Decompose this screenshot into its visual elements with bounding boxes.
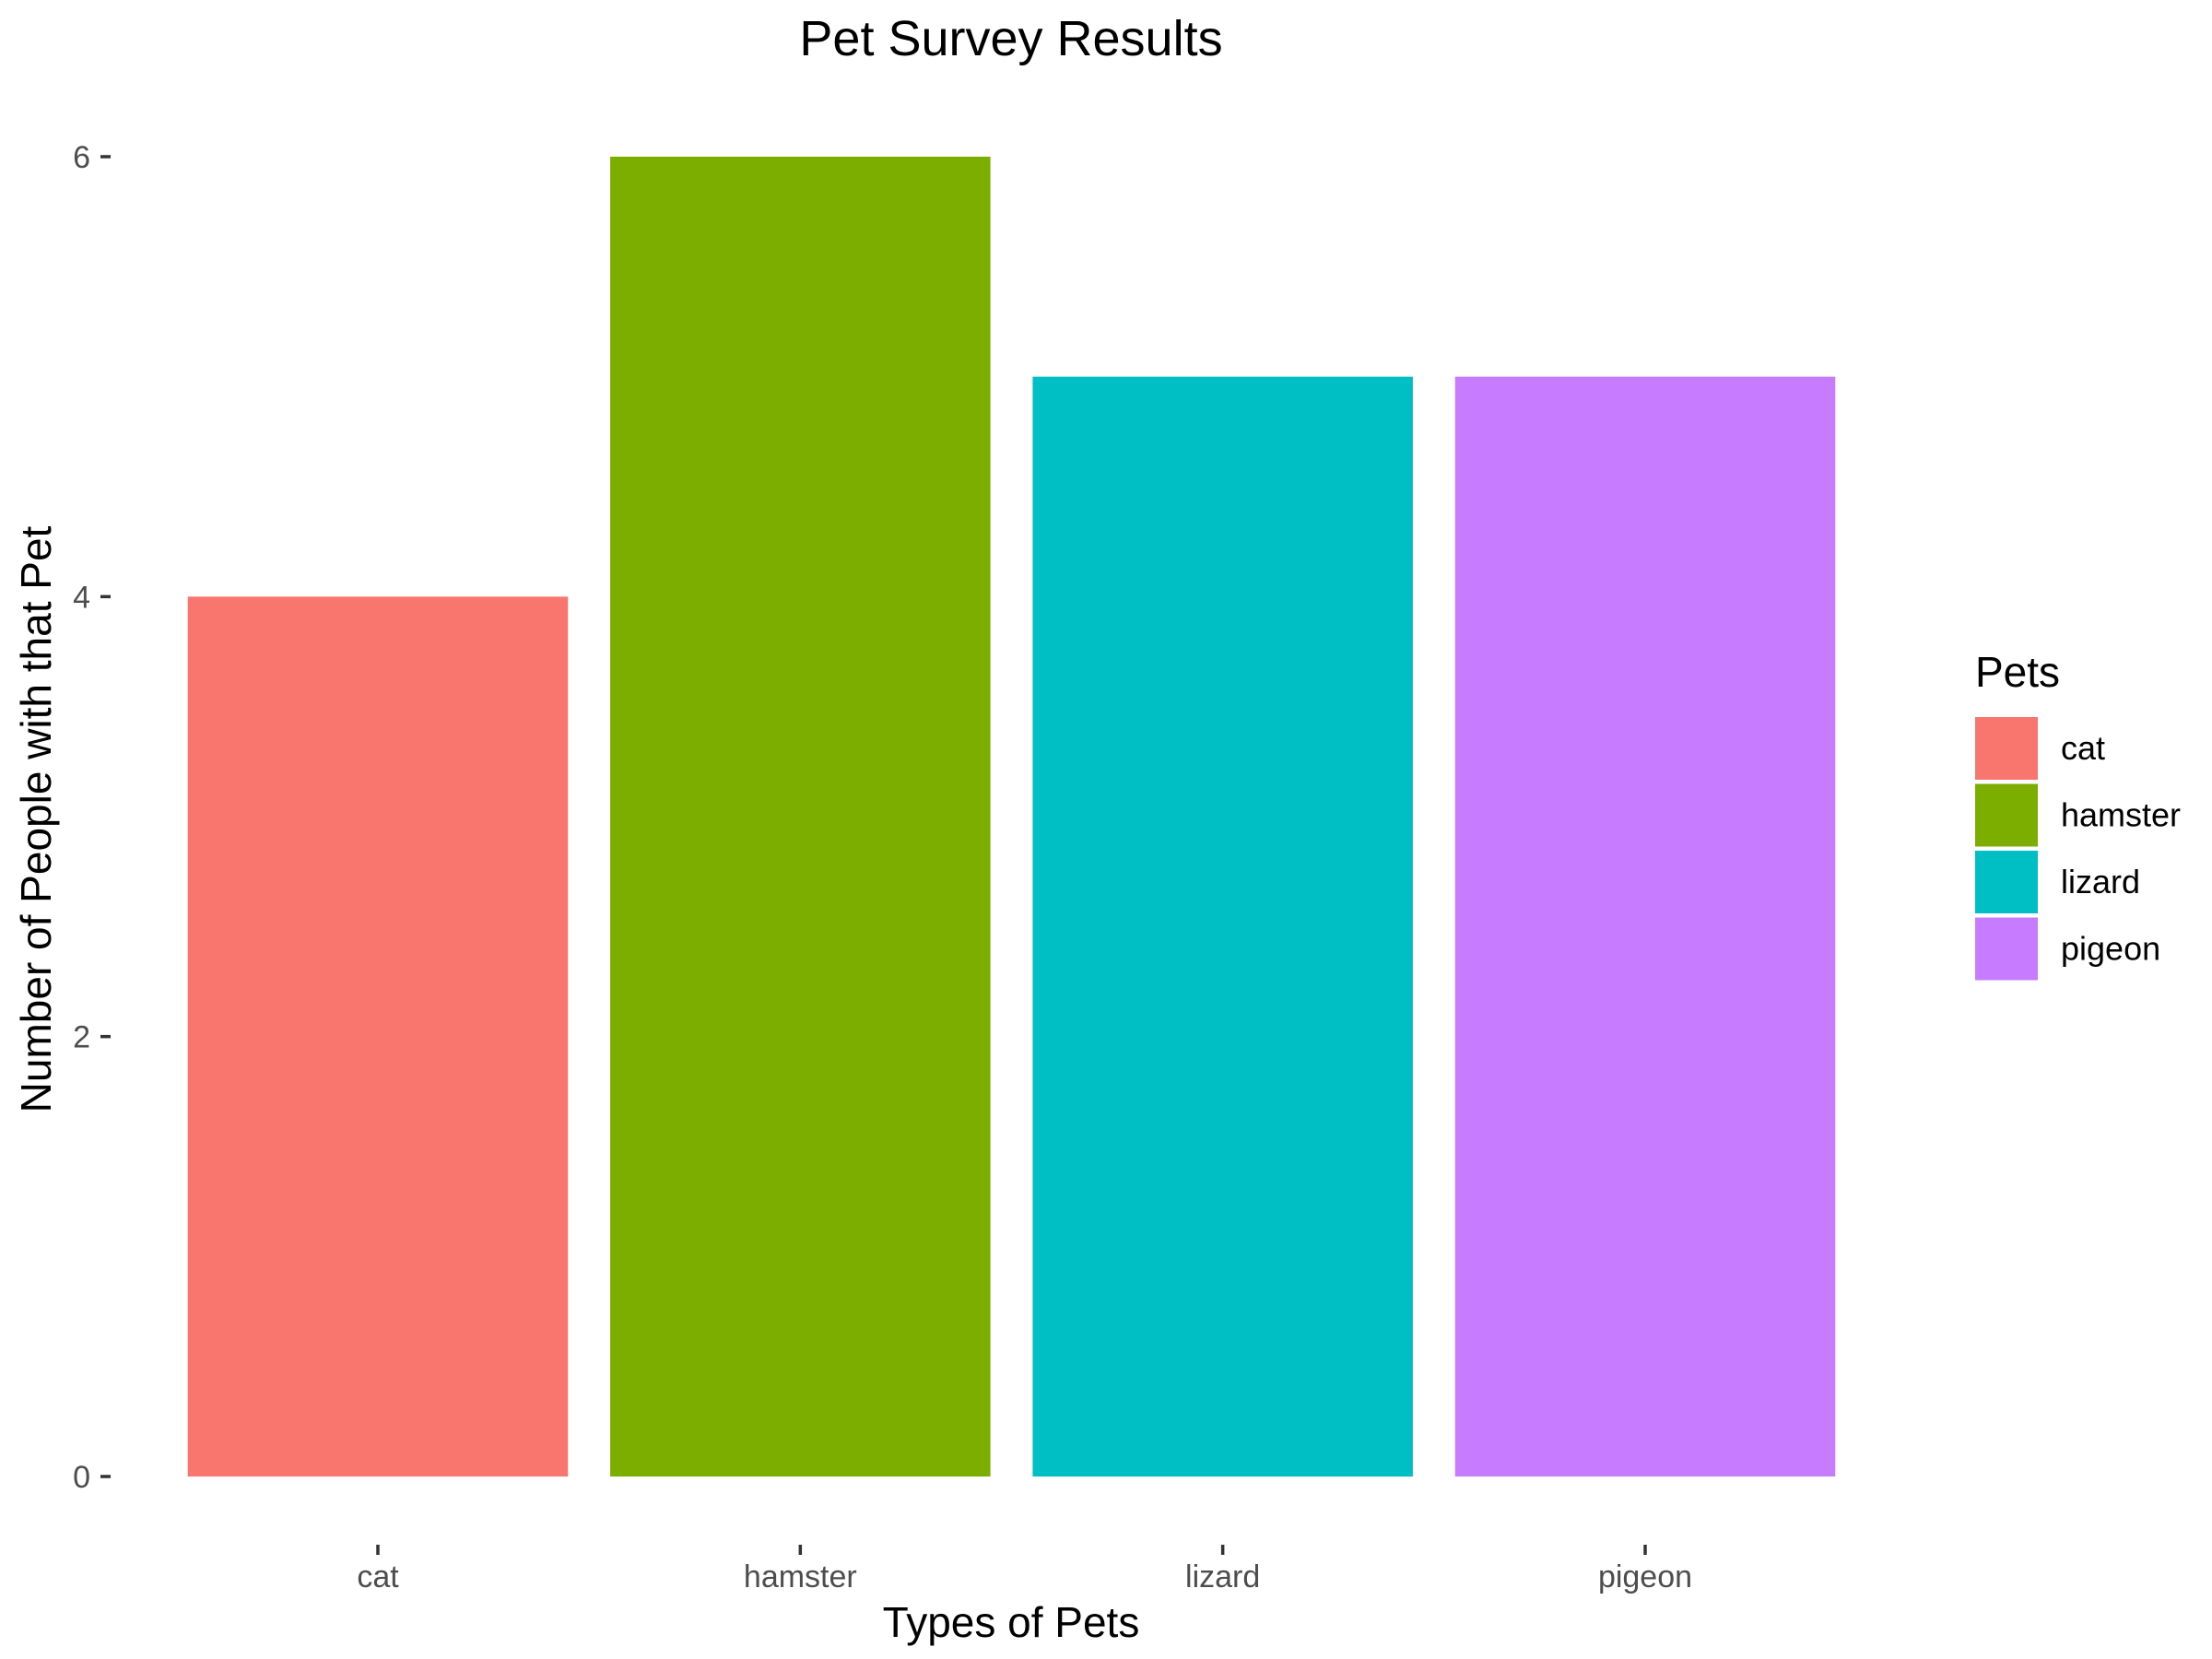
legend-label: lizard — [2061, 863, 2140, 900]
bar-cat — [187, 596, 569, 1477]
y-tick-label: 4 — [73, 580, 90, 615]
bar-lizard — [1032, 376, 1413, 1477]
y-axis: 0 2 4 6 — [73, 140, 111, 1495]
legend-key-lizard — [1975, 851, 2038, 913]
legend-label: hamster — [2061, 796, 2181, 834]
legend: Pets cat hamster lizard pigeon — [1975, 648, 2181, 981]
y-tick-label: 0 — [73, 1460, 90, 1495]
bar-pigeon — [1454, 376, 1836, 1477]
x-tick-label: cat — [357, 1559, 399, 1594]
legend-key-pigeon — [1975, 917, 2038, 981]
x-tick-label: lizard — [1185, 1559, 1260, 1594]
x-axis: cat hamster lizard pigeon — [357, 1545, 1692, 1594]
x-axis-title: Types of Pets — [883, 1598, 1140, 1646]
y-tick-label: 2 — [73, 1020, 90, 1055]
y-axis-title: Number of People with that Pet — [12, 525, 60, 1112]
legend-label: pigeon — [2061, 930, 2160, 968]
y-tick-label: 6 — [73, 140, 90, 175]
x-tick-label: pigeon — [1598, 1559, 1692, 1594]
bar-hamster — [610, 157, 991, 1477]
x-tick-label: hamster — [744, 1559, 857, 1594]
legend-title: Pets — [1975, 648, 2060, 696]
legend-key-hamster — [1975, 783, 2038, 847]
legend-label: cat — [2061, 729, 2105, 767]
bars — [187, 157, 1836, 1477]
legend-key-cat — [1975, 717, 2038, 780]
chart-title: Pet Survey Results — [799, 11, 1222, 66]
